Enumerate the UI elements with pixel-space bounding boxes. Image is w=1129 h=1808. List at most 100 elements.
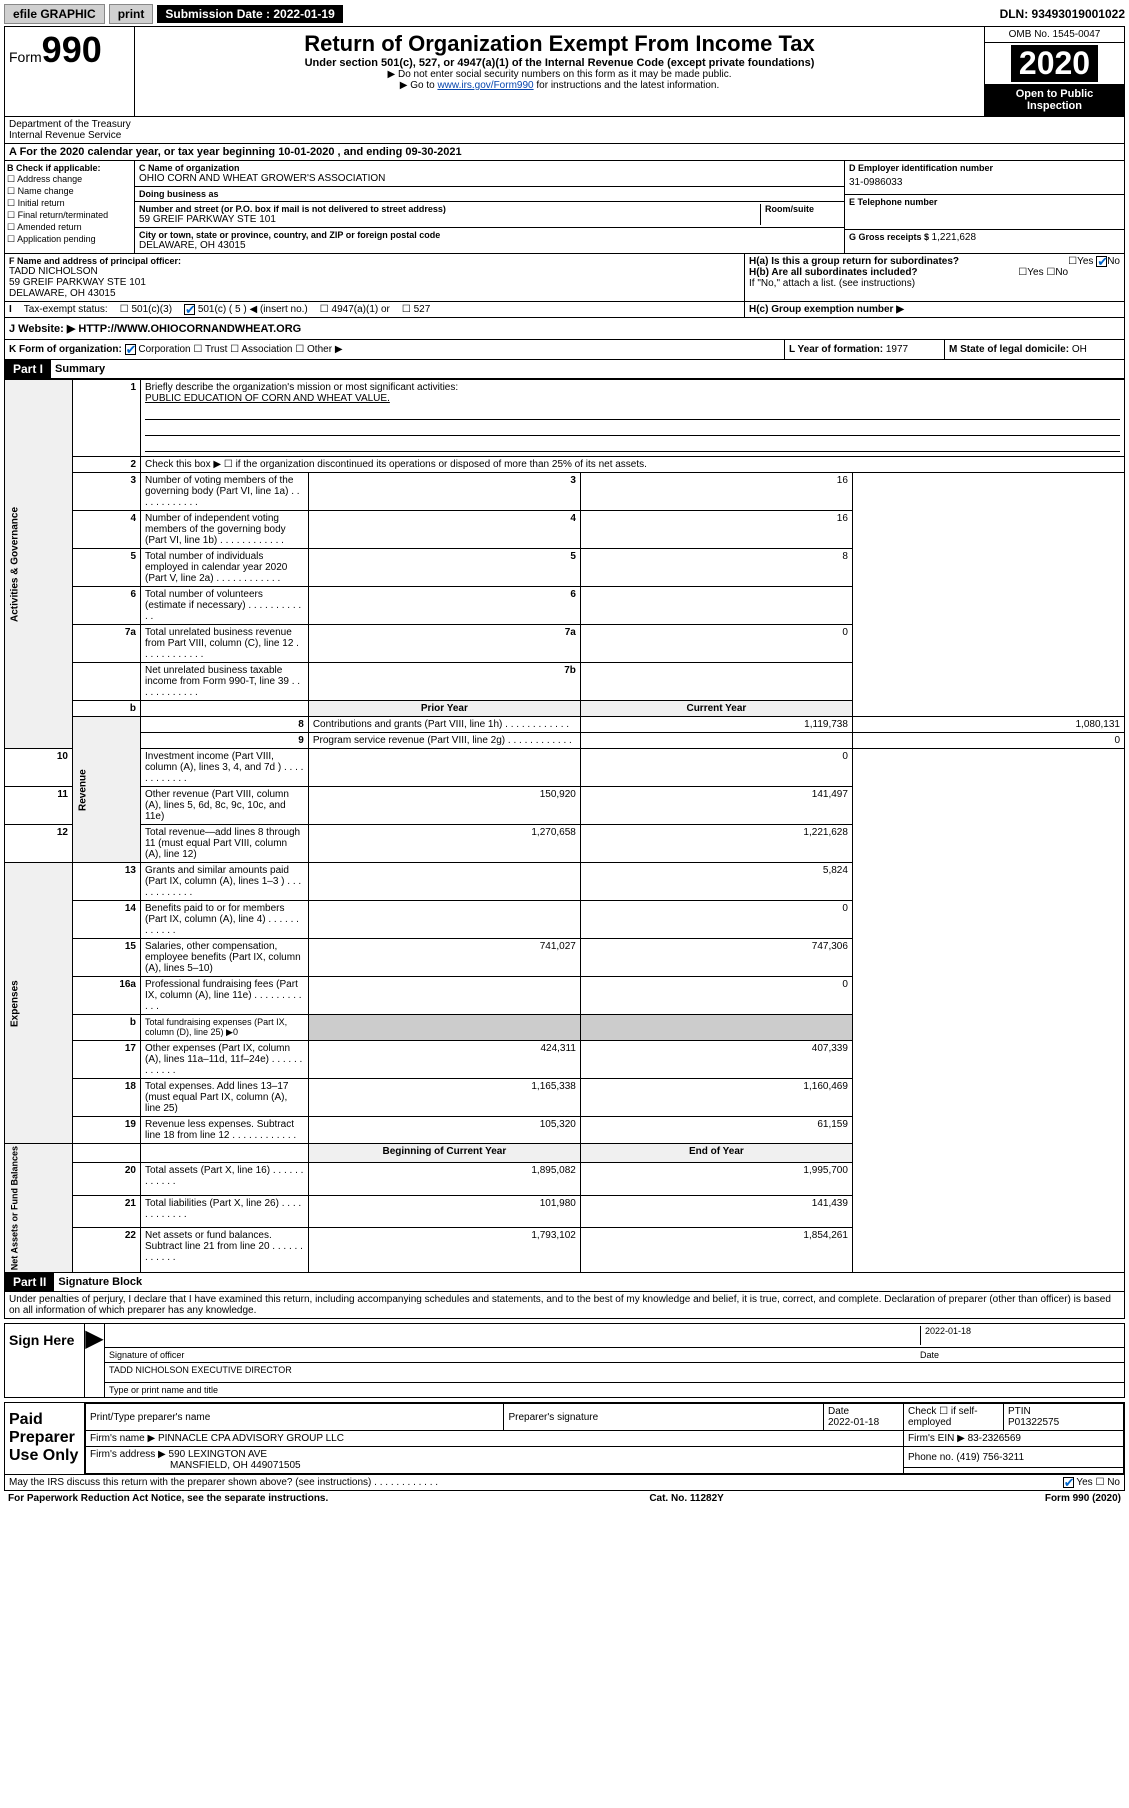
- current-year-hdr: Current Year: [580, 701, 852, 717]
- ts-501c3[interactable]: ☐ 501(c)(3): [120, 304, 172, 315]
- ts-527[interactable]: ☐ 527: [402, 304, 430, 315]
- firm-addr2: MANSFIELD, OH 449071505: [170, 1460, 301, 1471]
- form990-link[interactable]: www.irs.gov/Form990: [437, 80, 533, 91]
- footer-left: For Paperwork Reduction Act Notice, see …: [8, 1493, 328, 1504]
- form-prefix: Form: [9, 49, 42, 65]
- state-domicile: OH: [1072, 344, 1087, 355]
- check-address[interactable]: ☐ Address change: [7, 174, 132, 185]
- firm-phone: (419) 756-3211: [956, 1452, 1024, 1463]
- name-title-label: Type or print name and title: [105, 1383, 1124, 1397]
- officer-sig-name: TADD NICHOLSON EXECUTIVE DIRECTOR: [109, 1365, 292, 1380]
- main-title: Return of Organization Exempt From Incom…: [139, 31, 980, 57]
- period-row: A For the 2020 calendar year, or tax yea…: [4, 144, 1125, 161]
- form-header: Form990 Return of Organization Exempt Fr…: [4, 26, 1125, 117]
- prior-year-hdr: Prior Year: [308, 701, 580, 717]
- sign-date: 2022-01-18: [920, 1326, 1120, 1345]
- sign-here-label: Sign Here: [5, 1324, 85, 1397]
- form-number: 990: [42, 29, 102, 70]
- check-pending[interactable]: ☐ Application pending: [7, 234, 132, 245]
- gross-receipts: 1,221,628: [932, 232, 977, 243]
- subtitle: Under section 501(c), 527, or 4947(a)(1)…: [139, 57, 980, 69]
- ein-label: D Employer identification number: [849, 163, 1120, 173]
- addr-label: Number and street (or P.O. box if mail i…: [139, 204, 760, 214]
- prep-date: 2022-01-18: [828, 1417, 879, 1428]
- city-label: City or town, state or province, country…: [139, 230, 840, 240]
- l-label: L Year of formation:: [789, 344, 886, 355]
- part2-title: Signature Block: [54, 1274, 146, 1290]
- k-form-org: K Form of organization: Corporation ☐ Tr…: [5, 340, 784, 359]
- dept-treasury: Department of the Treasury Internal Reve…: [9, 119, 135, 141]
- m-label: M State of legal domicile:: [949, 344, 1072, 355]
- website-url[interactable]: HTTP://WWW.OHIOCORNANDWHEAT.ORG: [75, 323, 301, 335]
- side-expenses: Expenses: [5, 863, 73, 1144]
- l2-text: Check this box ▶ ☐ if the organization d…: [141, 457, 1125, 473]
- side-revenue: Revenue: [73, 717, 141, 863]
- discuss-yes[interactable]: [1063, 1477, 1074, 1488]
- part1-hdr: Part I: [5, 360, 51, 378]
- part2-hdr: Part II: [5, 1273, 54, 1291]
- h-b2: If "No," attach a list. (see instruction…: [749, 278, 1120, 289]
- instr-1: ▶ Do not enter social security numbers o…: [139, 69, 980, 80]
- footer-right: Form 990 (2020): [1045, 1493, 1121, 1504]
- info-grid: B Check if applicable: ☐ Address change …: [4, 161, 1125, 254]
- preparer-table: Print/Type preparer's namePreparer's sig…: [85, 1403, 1124, 1474]
- dln: DLN: 93493019001022: [1000, 7, 1125, 21]
- dba-label: Doing business as: [139, 189, 840, 199]
- dept-row: Department of the Treasury Internal Reve…: [4, 117, 1125, 144]
- eoy-hdr: End of Year: [580, 1144, 852, 1163]
- prep-sig-label: Preparer's signature: [504, 1404, 824, 1431]
- website-row: J Website: ▶ HTTP://WWW.OHIOCORNANDWHEAT…: [4, 318, 1125, 340]
- org-city: DELAWARE, OH 43015: [139, 240, 840, 251]
- check-amended[interactable]: ☐ Amended return: [7, 222, 132, 233]
- paid-prep-label: Paid Preparer Use Only: [5, 1403, 85, 1474]
- ts-4947[interactable]: ☐ 4947(a)(1) or: [320, 304, 390, 315]
- org-name-label: C Name of organization: [139, 163, 840, 173]
- ein: 31-0986033: [849, 173, 1120, 192]
- firm-name: PINNACLE CPA ADVISORY GROUP LLC: [158, 1433, 344, 1444]
- org-addr: 59 GREIF PARKWAY STE 101: [139, 214, 760, 225]
- summary-table: Activities & Governance 1 Briefly descri…: [4, 379, 1125, 1273]
- check-initial[interactable]: ☐ Initial return: [7, 198, 132, 209]
- instr-2: ▶ Go to www.irs.gov/Form990 for instruct…: [139, 80, 980, 91]
- prep-name-label: Print/Type preparer's name: [86, 1404, 504, 1431]
- boy-hdr: Beginning of Current Year: [308, 1144, 580, 1163]
- sig-officer-label: Signature of officer: [109, 1350, 920, 1360]
- h-b: H(b) Are all subordinates included? ☐Yes…: [749, 267, 1120, 278]
- submission-date: Submission Date : 2022-01-19: [157, 5, 342, 23]
- check-name[interactable]: ☐ Name change: [7, 186, 132, 197]
- side-netassets: Net Assets or Fund Balances: [5, 1144, 73, 1273]
- officer-name: TADD NICHOLSON: [9, 266, 740, 277]
- h-c: H(c) Group exemption number ▶: [749, 304, 904, 315]
- officer-addr1: 59 GREIF PARKWAY STE 101: [9, 277, 740, 288]
- firm-addr1: 590 LEXINGTON AVE: [169, 1449, 268, 1460]
- room-label: Room/suite: [765, 204, 840, 214]
- discuss-row: May the IRS discuss this return with the…: [4, 1475, 1125, 1491]
- side-governance: Activities & Governance: [5, 380, 73, 749]
- ptin: P01322575: [1008, 1417, 1059, 1428]
- print-btn[interactable]: print: [109, 4, 154, 24]
- tax-year: 2020: [1011, 45, 1098, 82]
- check-final[interactable]: ☐ Final return/terminated: [7, 210, 132, 221]
- tax-status-label: Tax-exempt status:: [24, 304, 108, 315]
- part1-title: Summary: [51, 361, 109, 377]
- date-label: Date: [920, 1350, 1120, 1360]
- open-public: Open to Public Inspection: [985, 84, 1124, 116]
- row-b: b: [73, 701, 141, 717]
- officer-label: F Name and address of principal officer:: [9, 256, 740, 266]
- h-a: H(a) Is this a group return for subordin…: [749, 256, 1120, 267]
- omb: OMB No. 1545-0047: [985, 27, 1124, 43]
- l1-text: Briefly describe the organization's miss…: [145, 382, 458, 393]
- self-emp[interactable]: Check ☐ if self-employed: [904, 1404, 1004, 1431]
- firm-ein: 83-2326569: [968, 1433, 1021, 1444]
- footer: For Paperwork Reduction Act Notice, see …: [4, 1491, 1125, 1506]
- k-corp[interactable]: [125, 344, 136, 355]
- tel-label: E Telephone number: [849, 197, 1120, 207]
- officer-addr2: DELAWARE, OH 43015: [9, 288, 740, 299]
- efile-btn[interactable]: efile GRAPHIC: [4, 4, 105, 24]
- declaration: Under penalties of perjury, I declare th…: [4, 1292, 1125, 1319]
- check-hdr: B Check if applicable:: [7, 163, 132, 173]
- org-name: OHIO CORN AND WHEAT GROWER'S ASSOCIATION: [139, 173, 840, 184]
- ts-501c[interactable]: 501(c) ( 5 ) ◀ (insert no.): [184, 304, 308, 315]
- ha-no-check[interactable]: [1096, 256, 1107, 267]
- mission: PUBLIC EDUCATION OF CORN AND WHEAT VALUE…: [145, 393, 390, 404]
